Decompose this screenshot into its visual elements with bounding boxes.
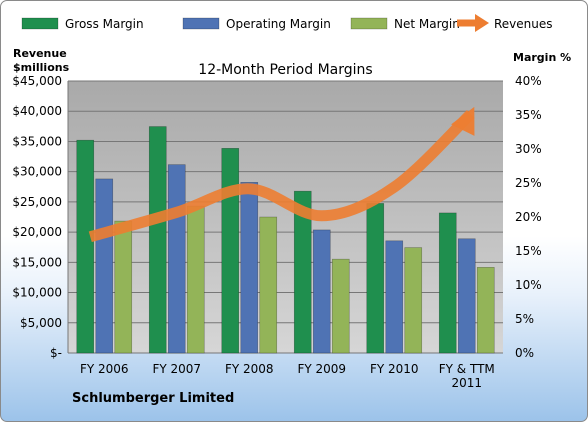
left-tick-label: $45,000 <box>12 74 62 88</box>
right-tick-label: 35% <box>515 108 542 122</box>
left-tick-label: $5,000 <box>20 316 62 330</box>
bar-net-margin <box>259 216 278 354</box>
left-tick-label: $10,000 <box>12 286 62 300</box>
left-axis-title: Revenue $millions <box>13 47 70 74</box>
right-tick-label: 25% <box>515 176 542 190</box>
revenue-arrow-head <box>451 106 475 136</box>
legend-label-gross-margin: Gross Margin <box>65 17 144 31</box>
left-tick-label: $30,000 <box>12 165 62 179</box>
right-tick-label: 0% <box>515 346 534 360</box>
plot-area <box>68 81 503 353</box>
legend-swatch-gross-margin <box>21 17 59 30</box>
right-tick-label: 40% <box>515 74 542 88</box>
x-tick-label: FY 2010 <box>370 362 419 376</box>
bar-gross-margin <box>293 190 312 354</box>
bar-operating-margin <box>240 182 259 354</box>
bar-net-margin <box>331 258 350 354</box>
x-tick-label: FY 2007 <box>152 362 201 376</box>
legend-label-revenues: Revenues <box>494 17 553 31</box>
x-tick-label: FY 2008 <box>225 362 274 376</box>
bar-operating-margin <box>457 238 476 354</box>
bar-operating-margin <box>167 164 186 354</box>
bar-net-margin <box>186 205 205 354</box>
left-tick-label: $35,000 <box>12 134 62 148</box>
legend-swatch-operating-margin <box>182 17 220 30</box>
left-tick-label: $25,000 <box>12 195 62 209</box>
bar-net-margin <box>476 267 495 354</box>
bar-operating-margin <box>95 178 114 354</box>
x-tick-label: FY 2006 <box>80 362 129 376</box>
legend-arrow-revenues <box>475 14 489 32</box>
bar-gross-margin <box>148 126 167 354</box>
legend: Gross Margin Operating Margin Net Margin Re… <box>21 14 553 32</box>
legend-swatch-net-margin <box>350 17 388 30</box>
right-tick-label: 5% <box>515 312 534 326</box>
left-tick-label: $20,000 <box>12 225 62 239</box>
chart-title: 12-Month Period Margins <box>198 62 372 78</box>
bar-net-margin <box>114 220 133 354</box>
bar-operating-margin <box>385 240 404 354</box>
right-axis-ticks: 0% 5% 10% 15% 20% 25% 30% 35% 40% <box>515 74 542 360</box>
right-tick-label: 15% <box>515 244 542 258</box>
x-axis-ticks: FY 2006 FY 2007 FY 2008 FY 2009 FY 2010 FY & … <box>80 362 495 390</box>
revenue-line <box>88 106 475 243</box>
bar-gross-margin <box>76 139 95 354</box>
right-tick-label: 20% <box>515 210 542 224</box>
right-axis-title: Margin % <box>513 51 571 64</box>
right-tick-label: 30% <box>515 142 542 156</box>
left-tick-label: $40,000 <box>12 104 62 118</box>
x-tick-label: FY 2009 <box>297 362 346 376</box>
gridlines <box>67 80 503 354</box>
bar-gross-margin <box>366 203 385 354</box>
legend-label-operating-margin: Operating Margin <box>226 17 331 31</box>
bar-gross-margin <box>221 148 240 354</box>
legend-label-net-margin: Net Margin <box>394 17 460 31</box>
left-tick-label: $15,000 <box>12 255 62 269</box>
bar-net-margin <box>404 247 423 354</box>
revenue-line-path <box>88 110 475 243</box>
bar-gross-margin <box>438 212 457 354</box>
left-axis-ticks: $- $5,000 $10,000 $15,000 $20,000 $25,000 $30,… <box>12 74 62 360</box>
bar-operating-margin <box>312 229 331 354</box>
right-tick-label: 10% <box>515 278 542 292</box>
x-tick-label: FY & TTM 2011 <box>439 362 495 390</box>
company-name: Schlumberger Limited <box>72 391 234 406</box>
left-tick-label: $- <box>50 346 62 360</box>
